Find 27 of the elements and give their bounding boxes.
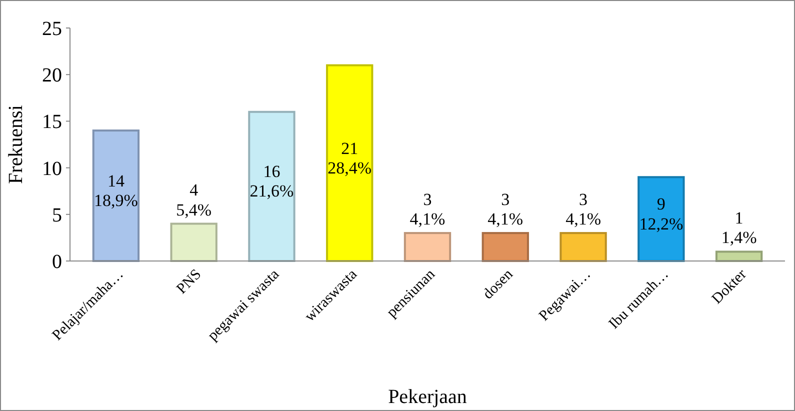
data-label: 4 5,4% [176, 180, 212, 220]
data-label: 9 12,2% [639, 194, 684, 234]
bar [92, 130, 140, 262]
x-axis-title: Pekerjaan [388, 386, 467, 408]
bar [560, 232, 607, 262]
data-label: 21 28,4% [328, 138, 372, 178]
y-axis-title: Frekuensi [5, 104, 27, 184]
bar [404, 232, 452, 262]
y-tick-label: 20 [42, 64, 62, 87]
y-tick-label: 0 [52, 251, 62, 273]
y-tick-label: 10 [42, 158, 62, 180]
y-tick-label: 15 [42, 111, 62, 134]
bar [715, 250, 763, 262]
y-tick-label: 5 [52, 204, 62, 226]
bar [248, 110, 296, 262]
bar [638, 176, 685, 262]
bar [170, 222, 218, 262]
bar [326, 64, 374, 262]
data-label: 1 1,4% [721, 208, 757, 248]
x-tick-label: PNS [174, 266, 205, 298]
data-label: 16 21,6% [250, 162, 294, 201]
y-tick-label: 25 [42, 18, 62, 40]
data-label: 3 4,1% [488, 190, 524, 229]
data-label: 3 4,1% [410, 190, 446, 229]
data-label: 14 18,9% [94, 171, 138, 210]
data-label: 3 4,1% [566, 190, 601, 229]
bar [482, 232, 529, 262]
